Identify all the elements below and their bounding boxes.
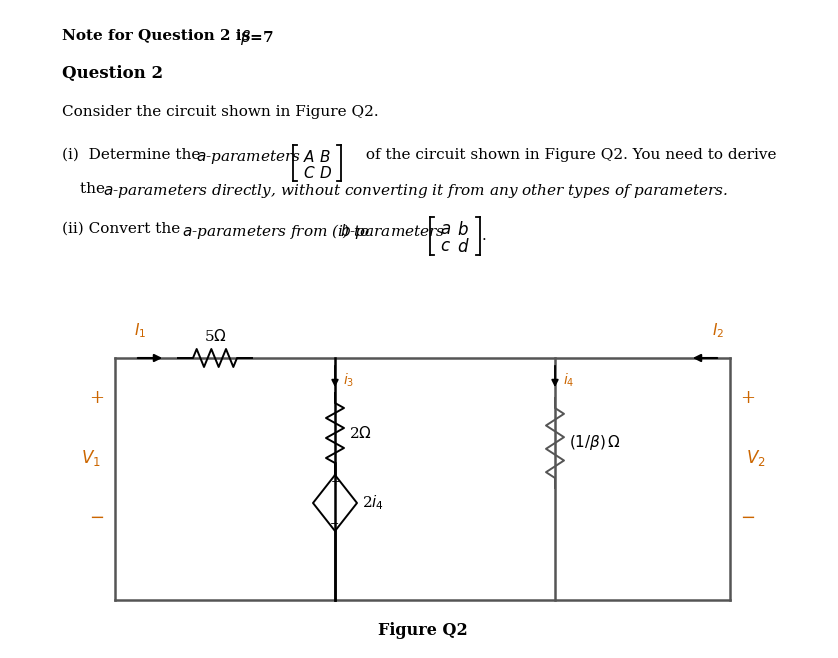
Text: $a$-parameters directly, without converting it from any other types of parameter: $a$-parameters directly, without convert… — [103, 182, 728, 200]
Text: $b$: $b$ — [457, 221, 468, 239]
Text: 2$i_4$: 2$i_4$ — [362, 494, 384, 513]
Text: −: − — [330, 519, 339, 529]
Text: $I_2$: $I_2$ — [712, 321, 724, 340]
Text: $i_4$: $i_4$ — [563, 371, 574, 389]
Text: $(1/\beta)\,\Omega$: $(1/\beta)\,\Omega$ — [569, 434, 621, 453]
Text: $V_1$: $V_1$ — [81, 448, 101, 468]
Text: $d$: $d$ — [457, 238, 469, 256]
Text: $a$-parameters: $a$-parameters — [196, 148, 301, 166]
Text: +: + — [90, 389, 105, 407]
Text: Consider the circuit shown in Figure Q2.: Consider the circuit shown in Figure Q2. — [62, 105, 379, 119]
Text: +: + — [741, 389, 756, 407]
Text: Note for Question 2 is: Note for Question 2 is — [62, 28, 256, 42]
Text: $V_2$: $V_2$ — [746, 448, 766, 468]
Text: 2$\Omega$: 2$\Omega$ — [349, 425, 372, 441]
Text: $c$: $c$ — [440, 238, 451, 255]
Text: 5$\Omega$: 5$\Omega$ — [204, 328, 226, 344]
Text: $I_1$: $I_1$ — [134, 321, 146, 340]
Text: (i)  Determine the: (i) Determine the — [62, 148, 205, 162]
Text: .: . — [482, 229, 487, 243]
Text: Question 2: Question 2 — [62, 65, 163, 82]
Text: $i_3$: $i_3$ — [343, 371, 354, 389]
Text: $C$: $C$ — [303, 165, 316, 181]
Text: $\beta$=7: $\beta$=7 — [240, 28, 274, 47]
Text: $D$: $D$ — [319, 165, 332, 181]
Text: $a$-parameters from (i) to: $a$-parameters from (i) to — [182, 222, 370, 241]
Text: +: + — [330, 477, 339, 487]
Text: $b$-parameters: $b$-parameters — [340, 222, 445, 241]
Text: −: − — [90, 509, 105, 527]
Text: $a$: $a$ — [440, 221, 451, 238]
Text: of the circuit shown in Figure Q2. You need to derive: of the circuit shown in Figure Q2. You n… — [361, 148, 777, 162]
Text: the: the — [80, 182, 110, 196]
Text: (ii) Convert the: (ii) Convert the — [62, 222, 185, 236]
Text: −: − — [741, 509, 756, 527]
Text: $B$: $B$ — [319, 149, 330, 165]
Text: Figure Q2: Figure Q2 — [378, 622, 468, 639]
Text: $A$: $A$ — [303, 149, 315, 165]
